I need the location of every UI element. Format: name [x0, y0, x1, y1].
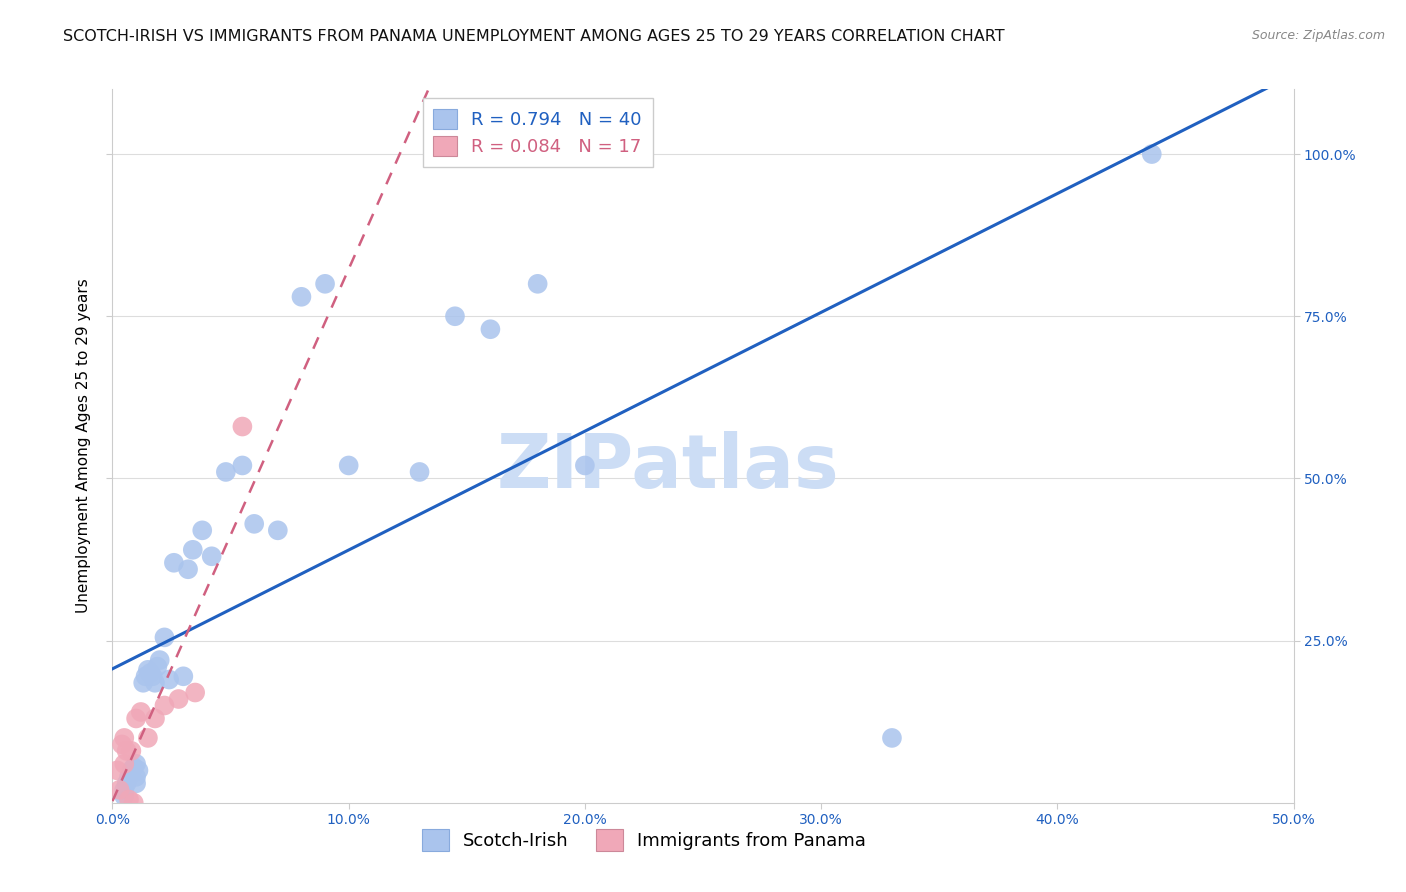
Point: [112, 731, 135, 745]
Point: [135, 669, 157, 683]
Point: [118, 792, 141, 806]
Point: [177, 562, 200, 576]
Point: [139, 666, 162, 681]
Point: [201, 549, 224, 564]
Point: [115, 744, 138, 758]
Point: [243, 516, 266, 531]
Point: [112, 789, 135, 804]
Point: [111, 738, 134, 752]
Point: [120, 744, 142, 758]
Point: [172, 669, 194, 683]
Point: [125, 770, 148, 784]
Point: [574, 458, 596, 473]
Point: [118, 770, 141, 784]
Point: [108, 782, 131, 797]
Text: SCOTCH-IRISH VS IMMIGRANTS FROM PANAMA UNEMPLOYMENT AMONG AGES 25 TO 29 YEARS CO: SCOTCH-IRISH VS IMMIGRANTS FROM PANAMA U…: [63, 29, 1005, 44]
Point: [479, 322, 502, 336]
Point: [112, 782, 135, 797]
Point: [125, 756, 148, 771]
Point: [444, 310, 467, 324]
Point: [132, 675, 155, 690]
Y-axis label: Unemployment Among Ages 25 to 29 years: Unemployment Among Ages 25 to 29 years: [76, 278, 91, 614]
Point: [167, 692, 190, 706]
Point: [191, 524, 214, 538]
Point: [105, 764, 128, 778]
Point: [149, 653, 172, 667]
Point: [127, 764, 149, 778]
Point: [163, 556, 186, 570]
Point: [184, 685, 207, 699]
Point: [143, 711, 166, 725]
Point: [231, 458, 253, 473]
Point: [125, 776, 148, 790]
Point: [136, 731, 159, 745]
Point: [314, 277, 336, 291]
Text: ZIPatlas: ZIPatlas: [496, 431, 839, 504]
Point: [112, 756, 135, 771]
Point: [231, 419, 253, 434]
Point: [153, 698, 176, 713]
Point: [146, 659, 169, 673]
Point: [129, 705, 152, 719]
Point: [115, 776, 138, 790]
Text: Source: ZipAtlas.com: Source: ZipAtlas.com: [1251, 29, 1385, 42]
Point: [122, 760, 145, 774]
Point: [136, 663, 159, 677]
Point: [337, 458, 360, 473]
Point: [880, 731, 903, 745]
Point: [267, 524, 290, 538]
Point: [408, 465, 430, 479]
Point: [143, 675, 166, 690]
Point: [526, 277, 548, 291]
Point: [142, 669, 165, 683]
Point: [215, 465, 238, 479]
Point: [290, 290, 312, 304]
Point: [120, 764, 142, 778]
Point: [125, 711, 148, 725]
Point: [181, 542, 204, 557]
Point: [1140, 147, 1163, 161]
Point: [122, 796, 145, 810]
Point: [153, 631, 176, 645]
Point: [157, 673, 180, 687]
Legend: Scotch-Irish, Immigrants from Panama: Scotch-Irish, Immigrants from Panama: [415, 822, 873, 858]
